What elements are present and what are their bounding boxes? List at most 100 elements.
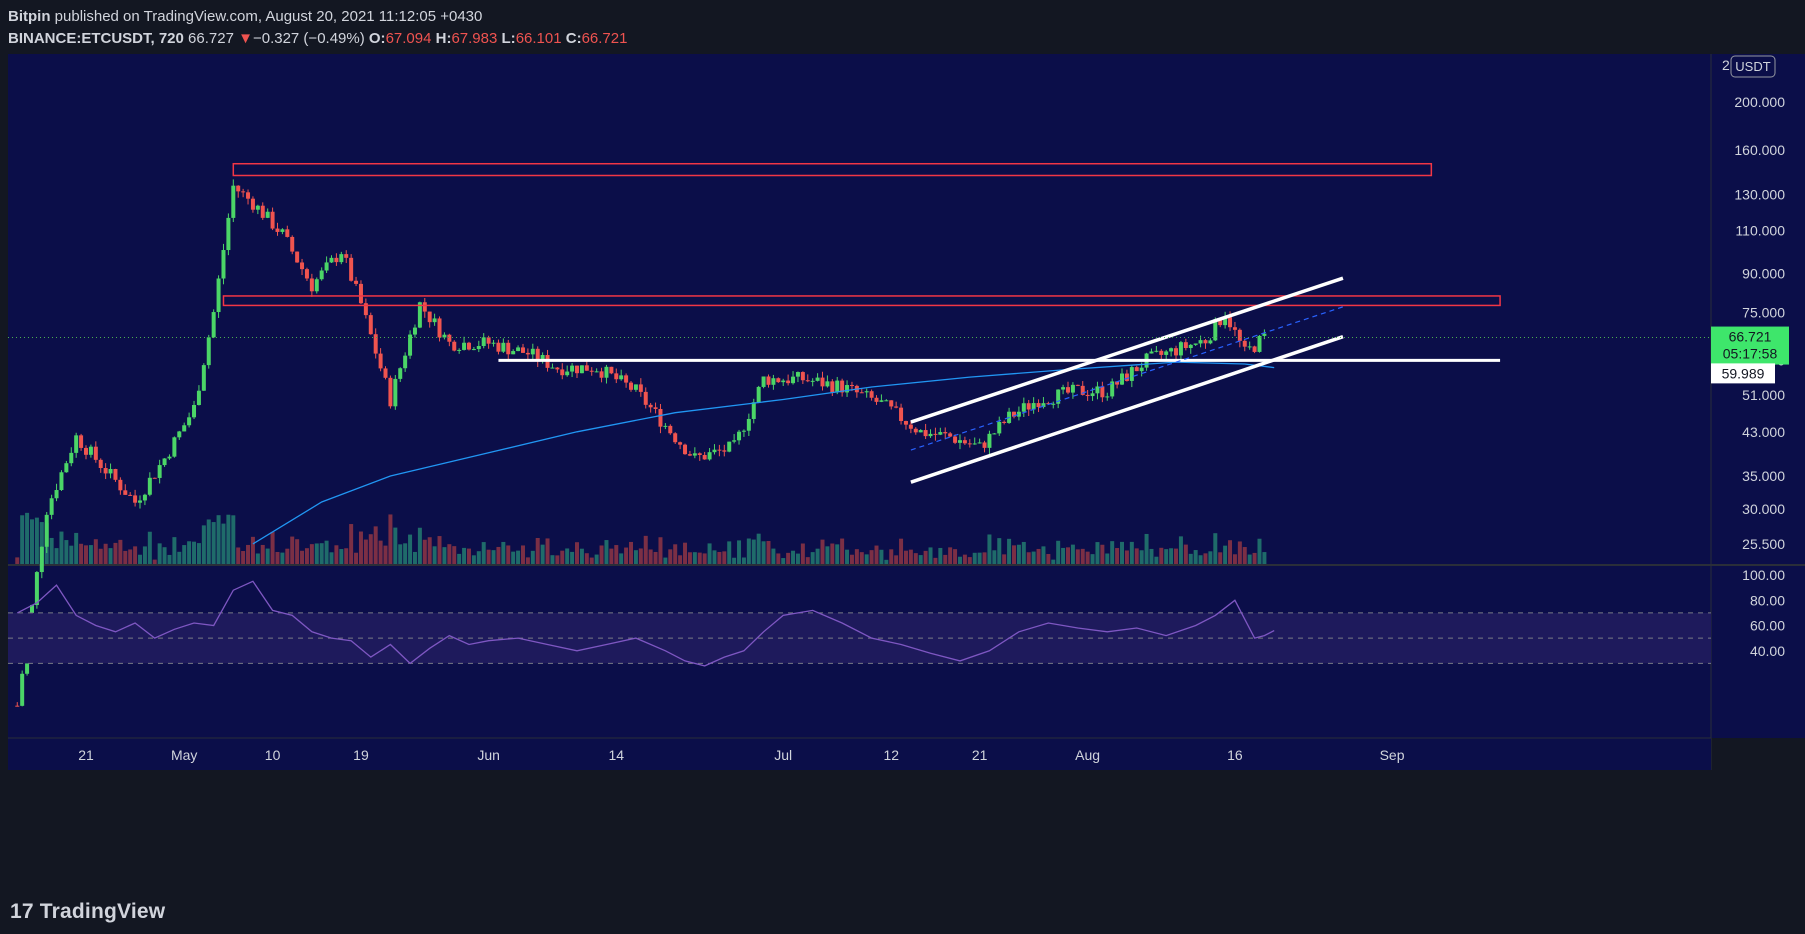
candle-body: [771, 378, 776, 385]
volume-bar: [49, 537, 54, 564]
candle-body: [44, 514, 49, 547]
volume-bar: [226, 514, 231, 564]
candle-body: [530, 348, 535, 355]
volume-bar: [462, 547, 467, 564]
candle-body: [555, 367, 560, 370]
candle-body: [152, 477, 157, 479]
candle-body: [913, 428, 918, 433]
candle-body: [501, 342, 506, 352]
symbol-label[interactable]: BINANCE:ETCUSDT, 720: [8, 30, 184, 47]
candle-body: [732, 440, 737, 442]
volume-bar: [903, 550, 908, 564]
last-price: 66.727: [188, 30, 234, 47]
volume-bar: [619, 553, 624, 564]
candle-body: [1100, 386, 1105, 398]
tradingview-logo[interactable]: 17 TradingView: [10, 900, 165, 924]
volume-bar: [1144, 533, 1149, 564]
candle-body: [1154, 350, 1159, 352]
candle-body: [206, 337, 211, 366]
candle-body: [565, 371, 570, 376]
volume-bar: [987, 534, 992, 564]
candle-body: [481, 337, 486, 347]
time-axis[interactable]: [8, 738, 1711, 770]
price-axis[interactable]: [1711, 54, 1805, 738]
volume-bar: [624, 547, 629, 564]
price-tick-label: 110.000: [1735, 222, 1785, 238]
candle-body: [187, 417, 192, 426]
candle-body: [1016, 411, 1021, 417]
candle-body: [15, 705, 20, 707]
candle-body: [344, 254, 349, 258]
price-pane[interactable]: [8, 54, 1711, 564]
volume-bar: [575, 542, 579, 564]
candle-body: [393, 378, 398, 407]
candle-body: [717, 449, 722, 451]
volume-bar: [805, 557, 810, 564]
candle-body: [398, 368, 403, 379]
drawings[interactable]: [222, 162, 1501, 484]
candle-body: [570, 365, 575, 372]
candle-body: [98, 459, 103, 469]
time-tick-label: 10: [265, 747, 281, 763]
open-value: 67.094: [385, 30, 432, 47]
candle-body: [1120, 373, 1125, 385]
candle-body: [575, 365, 579, 374]
candle-body: [192, 404, 197, 418]
candle-body: [756, 386, 761, 403]
candle-body: [466, 342, 471, 350]
low-value: 66.101: [515, 30, 562, 47]
candle-body: [1203, 340, 1208, 344]
volume-bar: [447, 544, 452, 564]
volume-bar: [520, 545, 525, 564]
volume-bar: [1257, 538, 1262, 564]
volume-bar: [555, 555, 560, 564]
publisher-name[interactable]: Bitpin: [8, 8, 51, 25]
candle-body: [1159, 350, 1164, 355]
candle-body: [329, 257, 334, 263]
volume-bar: [20, 515, 25, 564]
candle-body: [673, 433, 678, 443]
candle-body: [84, 447, 88, 455]
candle-body: [697, 453, 702, 455]
candle-body: [629, 382, 634, 390]
volume-bar: [246, 544, 251, 564]
volume-bar: [118, 539, 123, 564]
candle-body: [933, 433, 938, 435]
candle-body: [250, 198, 255, 210]
time-tick-label: 21: [78, 747, 94, 763]
volume-bar: [1154, 556, 1159, 564]
price-tick-label: 75.000: [1742, 304, 1785, 320]
candle-body: [604, 366, 609, 378]
volume-bar: [751, 539, 756, 564]
candle-body: [599, 371, 604, 378]
price-chart[interactable]: 200.000 160.000 130.000 110.000 90.000 75.000…: [0, 54, 1805, 888]
currency-badge[interactable]: USDT: [1730, 55, 1776, 78]
channel-upper-line: [910, 276, 1344, 424]
volume-bar: [98, 548, 103, 564]
volume-bar: [412, 551, 417, 564]
volume-bar: [378, 540, 383, 564]
volume-bar: [972, 552, 977, 564]
candle-body: [231, 185, 236, 218]
candle-body: [1115, 381, 1120, 385]
volume-bar: [1120, 541, 1125, 564]
candle-body: [687, 454, 692, 456]
candle-body: [1178, 342, 1183, 356]
candle-body: [820, 377, 825, 387]
candle-body: [138, 500, 143, 503]
candle-body: [992, 433, 997, 435]
volume-bar: [1193, 550, 1198, 564]
candle-body: [1257, 335, 1262, 352]
volume-bar: [781, 558, 786, 564]
candle-body: [403, 355, 408, 369]
volume-bar: [717, 551, 722, 564]
candle-body: [938, 432, 943, 435]
volume-bar: [270, 531, 275, 564]
publish-info: published on TradingView.com, August 20,…: [54, 8, 483, 25]
candle-body: [1213, 319, 1218, 341]
volume-bar: [1124, 550, 1129, 564]
candle-body: [997, 421, 1002, 434]
candle-body: [108, 468, 113, 474]
volume-bar: [285, 548, 290, 564]
candle-body: [432, 318, 437, 323]
